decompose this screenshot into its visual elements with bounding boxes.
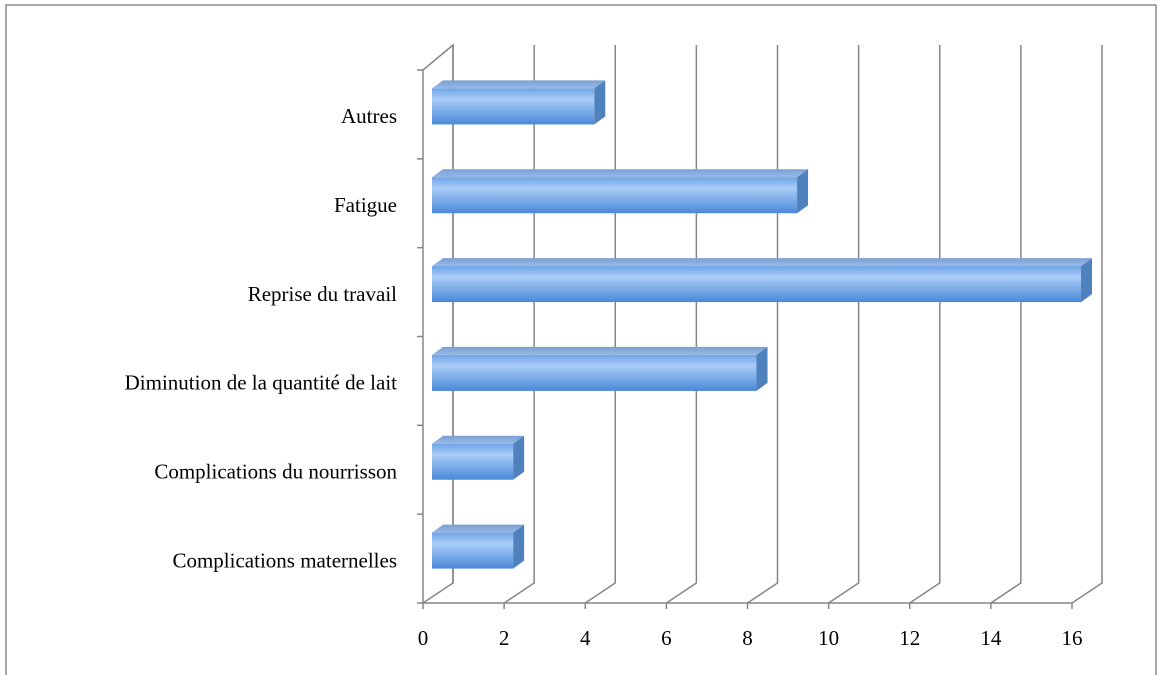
bar-top bbox=[432, 169, 809, 178]
grid-line bbox=[584, 45, 616, 604]
bar-front bbox=[432, 443, 514, 480]
x-tick-label: 10 bbox=[818, 626, 839, 650]
grid-line bbox=[1071, 45, 1103, 604]
y-tick-label: Reprise du travail bbox=[248, 282, 397, 306]
bar-top bbox=[432, 346, 768, 355]
bar-side bbox=[513, 435, 525, 480]
bar-side bbox=[756, 346, 768, 391]
bar-top bbox=[432, 80, 606, 89]
x-tick-label: 6 bbox=[661, 626, 672, 650]
y-tick-label: Complications maternelles bbox=[172, 548, 397, 572]
grid-line bbox=[828, 45, 860, 604]
x-tick-label: 14 bbox=[980, 626, 1002, 650]
x-tick-label: 4 bbox=[580, 626, 591, 650]
bar-side bbox=[1081, 258, 1092, 303]
bar bbox=[432, 346, 768, 391]
grid-line bbox=[503, 45, 535, 604]
bar-front bbox=[432, 532, 514, 569]
x-tick-label: 12 bbox=[899, 626, 920, 650]
bar-top bbox=[432, 435, 525, 444]
grid-line bbox=[747, 45, 779, 604]
bar-front bbox=[432, 177, 798, 214]
y-tick-label: Complications du nourrisson bbox=[154, 460, 397, 484]
grid-line bbox=[990, 45, 1022, 604]
x-tick-label: 8 bbox=[742, 626, 753, 650]
x-tick-label: 0 bbox=[418, 626, 429, 650]
bar-side bbox=[797, 169, 809, 214]
bar bbox=[432, 258, 1092, 303]
bar bbox=[432, 80, 606, 125]
bar-front bbox=[432, 266, 1081, 303]
bar-side bbox=[594, 80, 606, 125]
bar-top bbox=[432, 258, 1092, 267]
bar bbox=[432, 169, 809, 214]
y-tick-label: Fatigue bbox=[334, 193, 397, 217]
bar bbox=[432, 524, 525, 569]
grid-line bbox=[422, 45, 454, 604]
bar-front bbox=[432, 88, 595, 125]
y-tick-label: Diminution de la quantité de lait bbox=[125, 371, 398, 395]
y-tick-label: Autres bbox=[341, 104, 397, 128]
grid-line bbox=[665, 45, 698, 604]
x-tick-label: 2 bbox=[499, 626, 510, 650]
x-tick-label: 16 bbox=[1062, 626, 1083, 650]
bar bbox=[432, 435, 525, 480]
bar-side bbox=[513, 524, 525, 569]
grid-line bbox=[909, 45, 941, 604]
bar-front bbox=[432, 354, 757, 391]
bar-top bbox=[432, 524, 525, 533]
